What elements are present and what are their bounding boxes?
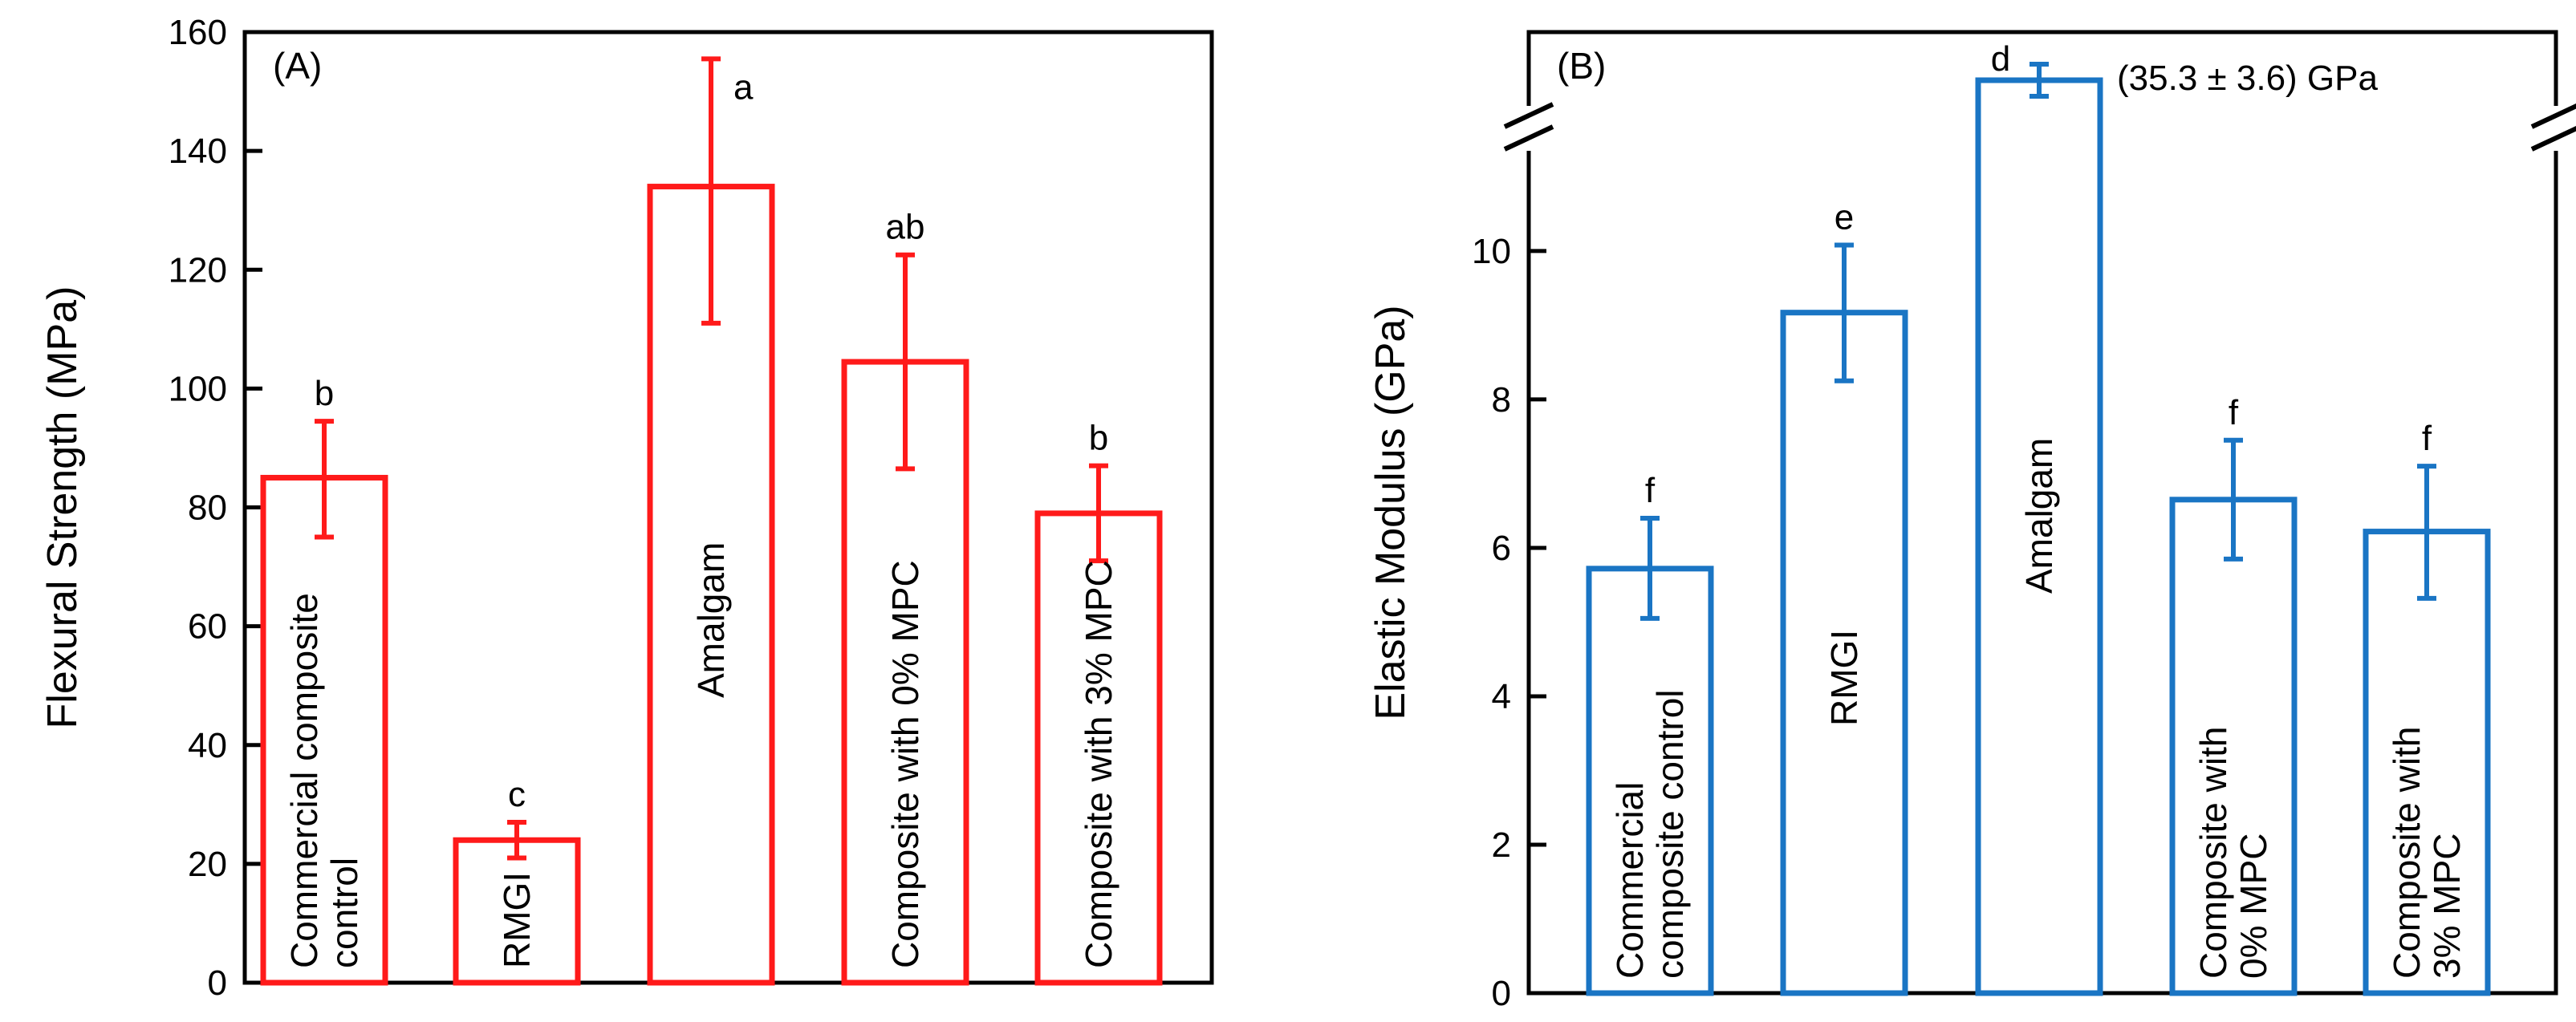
panel-b-significance-letter: f xyxy=(2229,393,2239,432)
panel-a-y-tick-label: 120 xyxy=(169,250,227,290)
panel-b-bar-label-line: Composite with xyxy=(2192,727,2234,979)
panel-b-y-tick-label: 0 xyxy=(1492,974,1511,1013)
panel-a-y-tick-label: 0 xyxy=(208,963,227,1003)
panel-b-bar-label-line: Commercial xyxy=(1609,782,1651,979)
panel-a-significance-letter: b xyxy=(1089,419,1108,458)
panel-b-y-tick-label: 6 xyxy=(1492,529,1511,568)
panel-a-bar-label-line: RMGI xyxy=(496,872,538,968)
panel-b-bar-label: Composite with0% MPC xyxy=(2192,727,2274,979)
panel-a-significance-letter: c xyxy=(508,775,526,814)
panel-a-y-tick-label: 20 xyxy=(188,845,227,884)
panel-b-bar-label-line: Amalgam xyxy=(2018,438,2060,594)
panel-b-axis-break-mark xyxy=(1503,124,1554,152)
panel-b-significance-letter: d xyxy=(1991,39,2010,79)
panel-b-bar xyxy=(1780,310,1908,996)
panel-a-bar-label-line: Amalgam xyxy=(690,542,732,698)
panel-a-bar-label-line: control xyxy=(323,858,365,968)
panel-a-bar-label: Amalgam xyxy=(690,542,732,698)
panel-b-y-tick-label: 10 xyxy=(1472,232,1511,271)
panel-b-bar-label-line: Composite with xyxy=(2386,727,2428,979)
panel-b-y-tick-label: 2 xyxy=(1492,825,1511,865)
panel-a-bar-label: Composite with 3% MPC xyxy=(1078,560,1119,968)
panel-b-bar xyxy=(2363,529,2491,996)
panel-b-bar-label: RMGI xyxy=(1823,630,1865,726)
panel-a-flexural-strength: 0 20 40 60 80 100 120 140 160 Flexural Strength (… xyxy=(39,13,1214,1003)
panel-b-significance-letter: f xyxy=(2422,419,2432,458)
panel-b-bar-label: Commercialcomposite control xyxy=(1609,690,1691,979)
panel-a-bar-label: Commercial compositecontrol xyxy=(283,593,365,968)
panel-b-bar xyxy=(2169,497,2298,996)
panel-b-axis-break-mark xyxy=(2530,126,2576,152)
panel-b-broken-bar-annotation: (35.3 ± 3.6) GPa xyxy=(2117,59,2379,98)
panel-a-bar xyxy=(453,837,581,986)
panel-a-bar-label-line: Commercial composite xyxy=(283,593,325,968)
panel-b-axis-break-mark xyxy=(2530,103,2576,129)
panel-a-bar-label-line: Composite with 3% MPC xyxy=(1078,560,1119,968)
panel-a-y-tick-label: 140 xyxy=(169,132,227,171)
panel-b-bar-label-line: composite control xyxy=(1649,690,1691,979)
panel-b-elastic-modulus: 0 2 4 6 8 10 Elastic Modulus (GPa) (B) f Commerci… xyxy=(1367,30,2576,1013)
panel-b-bar-label: Composite with3% MPC xyxy=(2386,727,2468,979)
panel-a-bar-label: RMGI xyxy=(496,872,538,968)
panel-a-y-tick-label: 40 xyxy=(188,726,227,765)
panel-a-bar-label-line: Composite with 0% MPC xyxy=(884,560,926,968)
panel-b-axis-break-mark xyxy=(1503,102,1554,129)
panel-a-y-tick-label: 60 xyxy=(188,607,227,647)
panel-a-y-axis-label: Flexural Strength (MPa) xyxy=(39,286,86,729)
panel-a-y-tick-label: 80 xyxy=(188,489,227,528)
panel-a-y-tick-label: 160 xyxy=(169,13,227,52)
panel-b-bar-label-line: RMGI xyxy=(1823,630,1865,726)
panel-b-bar-label-line: 3% MPC xyxy=(2426,833,2468,979)
panel-b-bar-label: Amalgam xyxy=(2018,438,2060,594)
panel-b-bar xyxy=(1586,566,1714,996)
panel-b-y-axis-label: Elastic Modulus (GPa) xyxy=(1367,305,1414,720)
panel-a-significance-letter: a xyxy=(733,67,754,107)
panel-a-bar xyxy=(260,474,388,986)
panel-a-y-tick-label: 100 xyxy=(169,369,227,408)
panel-b-panel-label: (B) xyxy=(1557,45,1606,87)
panel-b-bar-label-line: 0% MPC xyxy=(2233,833,2274,979)
panel-b-significance-letter: e xyxy=(1834,198,1854,237)
panel-b-y-tick-label: 8 xyxy=(1492,380,1511,420)
panel-a-bar-label: Composite with 0% MPC xyxy=(884,560,926,968)
panel-a-panel-label: (A) xyxy=(273,45,322,87)
panel-b-y-tick-label: 4 xyxy=(1492,677,1511,716)
panel-b-significance-letter: f xyxy=(1645,471,1656,510)
panel-a-significance-letter: b xyxy=(315,374,334,413)
panel-a-significance-letter: ab xyxy=(886,208,925,247)
